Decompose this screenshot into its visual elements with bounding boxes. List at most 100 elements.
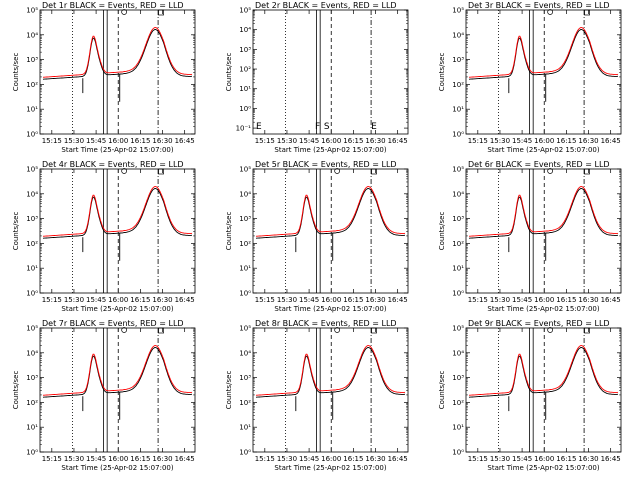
y-tick-label: 10¹ [239, 265, 251, 273]
x-axis-label: Start Time (25-Apr-02 15:07:00) [61, 305, 173, 313]
x-tick-label: 15:45 [299, 455, 319, 463]
x-axis-label: Start Time (25-Apr-02 15:07:00) [487, 146, 599, 154]
x-tick-label: 15:45 [86, 137, 106, 145]
y-tick-label: 10⁴ [26, 349, 38, 357]
marker-square-glyph [158, 168, 164, 175]
plot-title: Det 3r BLACK = Events, RED = LLD [468, 1, 610, 10]
x-tick-label: 15:15 [255, 137, 275, 145]
plot-frame [39, 327, 196, 453]
plot-title: Det 2r BLACK = Events, RED = LLD [255, 1, 397, 10]
x-tick-label: 15:30 [277, 296, 297, 304]
x-tick-label: 16:45 [388, 137, 408, 145]
y-tick-label: 10⁰ [452, 449, 464, 457]
plot-frame [252, 9, 409, 135]
x-tick-label: 16:15 [343, 455, 363, 463]
marker-circle-glyph [121, 168, 127, 174]
y-tick-label: 10⁴ [239, 190, 251, 198]
marker-square-glyph [584, 327, 590, 334]
x-tick-label: 16:45 [601, 296, 621, 304]
x-tick-label: 16:15 [556, 137, 576, 145]
x-tick-label: 16:30 [578, 137, 598, 145]
y-axis-label: Counts/sec [225, 371, 233, 410]
y-tick-label: 10² [239, 240, 251, 248]
y-tick-label: 10⁻¹ [236, 125, 252, 133]
x-tick-label: 15:15 [255, 455, 275, 463]
y-tick-label: 10⁰ [26, 449, 38, 457]
x-tick-label: 16:15 [130, 296, 150, 304]
plot-panel: Det 2r BLACK = Events, RED = LLD 15:15 15:… [225, 1, 409, 154]
series-events-line [43, 188, 192, 239]
x-tick-label: 16:45 [175, 137, 195, 145]
series-lld-line [42, 345, 193, 396]
x-tick-label: 16:30 [578, 296, 598, 304]
marker-square-glyph [158, 9, 164, 16]
x-tick-label: 16:30 [578, 455, 598, 463]
plot-frame [465, 9, 622, 135]
plot-title: Det 4r BLACK = Events, RED = LLD [42, 160, 184, 169]
y-tick-label: 10¹ [452, 265, 464, 273]
attenuator-marker-label: E [256, 122, 262, 132]
x-tick-label: 16:15 [130, 455, 150, 463]
x-tick-label: 15:30 [64, 296, 84, 304]
y-tick-label: 10³ [26, 374, 38, 382]
y-tick-label: 10⁴ [239, 26, 251, 34]
y-tick-label: 10³ [239, 374, 251, 382]
x-tick-label: 16:30 [152, 296, 172, 304]
y-tick-label: 10² [26, 399, 38, 407]
series-events-line [469, 29, 618, 80]
marker-circle-glyph [334, 327, 340, 333]
x-tick-label: 16:15 [556, 455, 576, 463]
y-tick-label: 10² [452, 399, 464, 407]
plot-title: Det 1r BLACK = Events, RED = LLD [42, 1, 184, 10]
y-axis-label: Counts/sec [438, 371, 446, 410]
marker-circle-glyph [547, 168, 553, 174]
x-tick-label: 16:30 [365, 296, 385, 304]
x-tick-label: 15:15 [468, 296, 488, 304]
x-axis-label: Start Time (25-Apr-02 15:07:00) [274, 464, 386, 472]
y-tick-label: 10² [239, 66, 251, 74]
y-axis-label: Counts/sec [12, 371, 20, 410]
x-tick-label: 15:45 [512, 455, 532, 463]
y-tick-label: 10⁴ [26, 190, 38, 198]
x-tick-label: 16:30 [365, 137, 385, 145]
x-tick-label: 16:00 [108, 137, 128, 145]
y-tick-label: 10⁵ [239, 7, 251, 15]
plot-title: Det 7r BLACK = Events, RED = LLD [42, 319, 184, 328]
y-tick-label: 10¹ [26, 106, 38, 114]
series-lld-line [42, 186, 193, 237]
y-tick-label: 10⁵ [239, 166, 251, 174]
x-tick-label: 16:45 [388, 296, 408, 304]
marker-square-glyph [584, 168, 590, 175]
y-tick-label: 10⁵ [452, 325, 464, 333]
x-tick-label: 16:00 [534, 296, 554, 304]
x-tick-label: 15:30 [490, 296, 510, 304]
attenuator-marker-label: F [315, 122, 320, 132]
y-tick-label: 10⁴ [239, 349, 251, 357]
y-tick-label: 10⁵ [26, 325, 38, 333]
plot-frame [465, 327, 622, 453]
y-axis-label: Counts/sec [438, 53, 446, 92]
y-tick-label: 10³ [239, 46, 251, 54]
x-tick-label: 15:15 [468, 137, 488, 145]
y-tick-label: 10⁵ [452, 166, 464, 174]
y-tick-label: 10⁰ [26, 131, 38, 139]
plot-frame [252, 327, 409, 453]
x-tick-label: 15:45 [299, 137, 319, 145]
x-tick-label: 15:45 [86, 455, 106, 463]
y-tick-label: 10² [239, 399, 251, 407]
y-tick-label: 10⁰ [239, 449, 251, 457]
marker-circle-glyph [547, 327, 553, 333]
y-tick-label: 10³ [239, 215, 251, 223]
y-tick-label: 10³ [26, 56, 38, 64]
y-tick-label: 10¹ [26, 424, 38, 432]
y-tick-label: 10⁴ [452, 349, 464, 357]
y-tick-label: 10¹ [239, 85, 251, 93]
y-tick-label: 10¹ [452, 424, 464, 432]
x-tick-label: 15:30 [64, 137, 84, 145]
x-axis-label: Start Time (25-Apr-02 15:07:00) [487, 464, 599, 472]
series-lld-line [468, 186, 619, 237]
x-axis-label: Start Time (25-Apr-02 15:07:00) [274, 305, 386, 313]
